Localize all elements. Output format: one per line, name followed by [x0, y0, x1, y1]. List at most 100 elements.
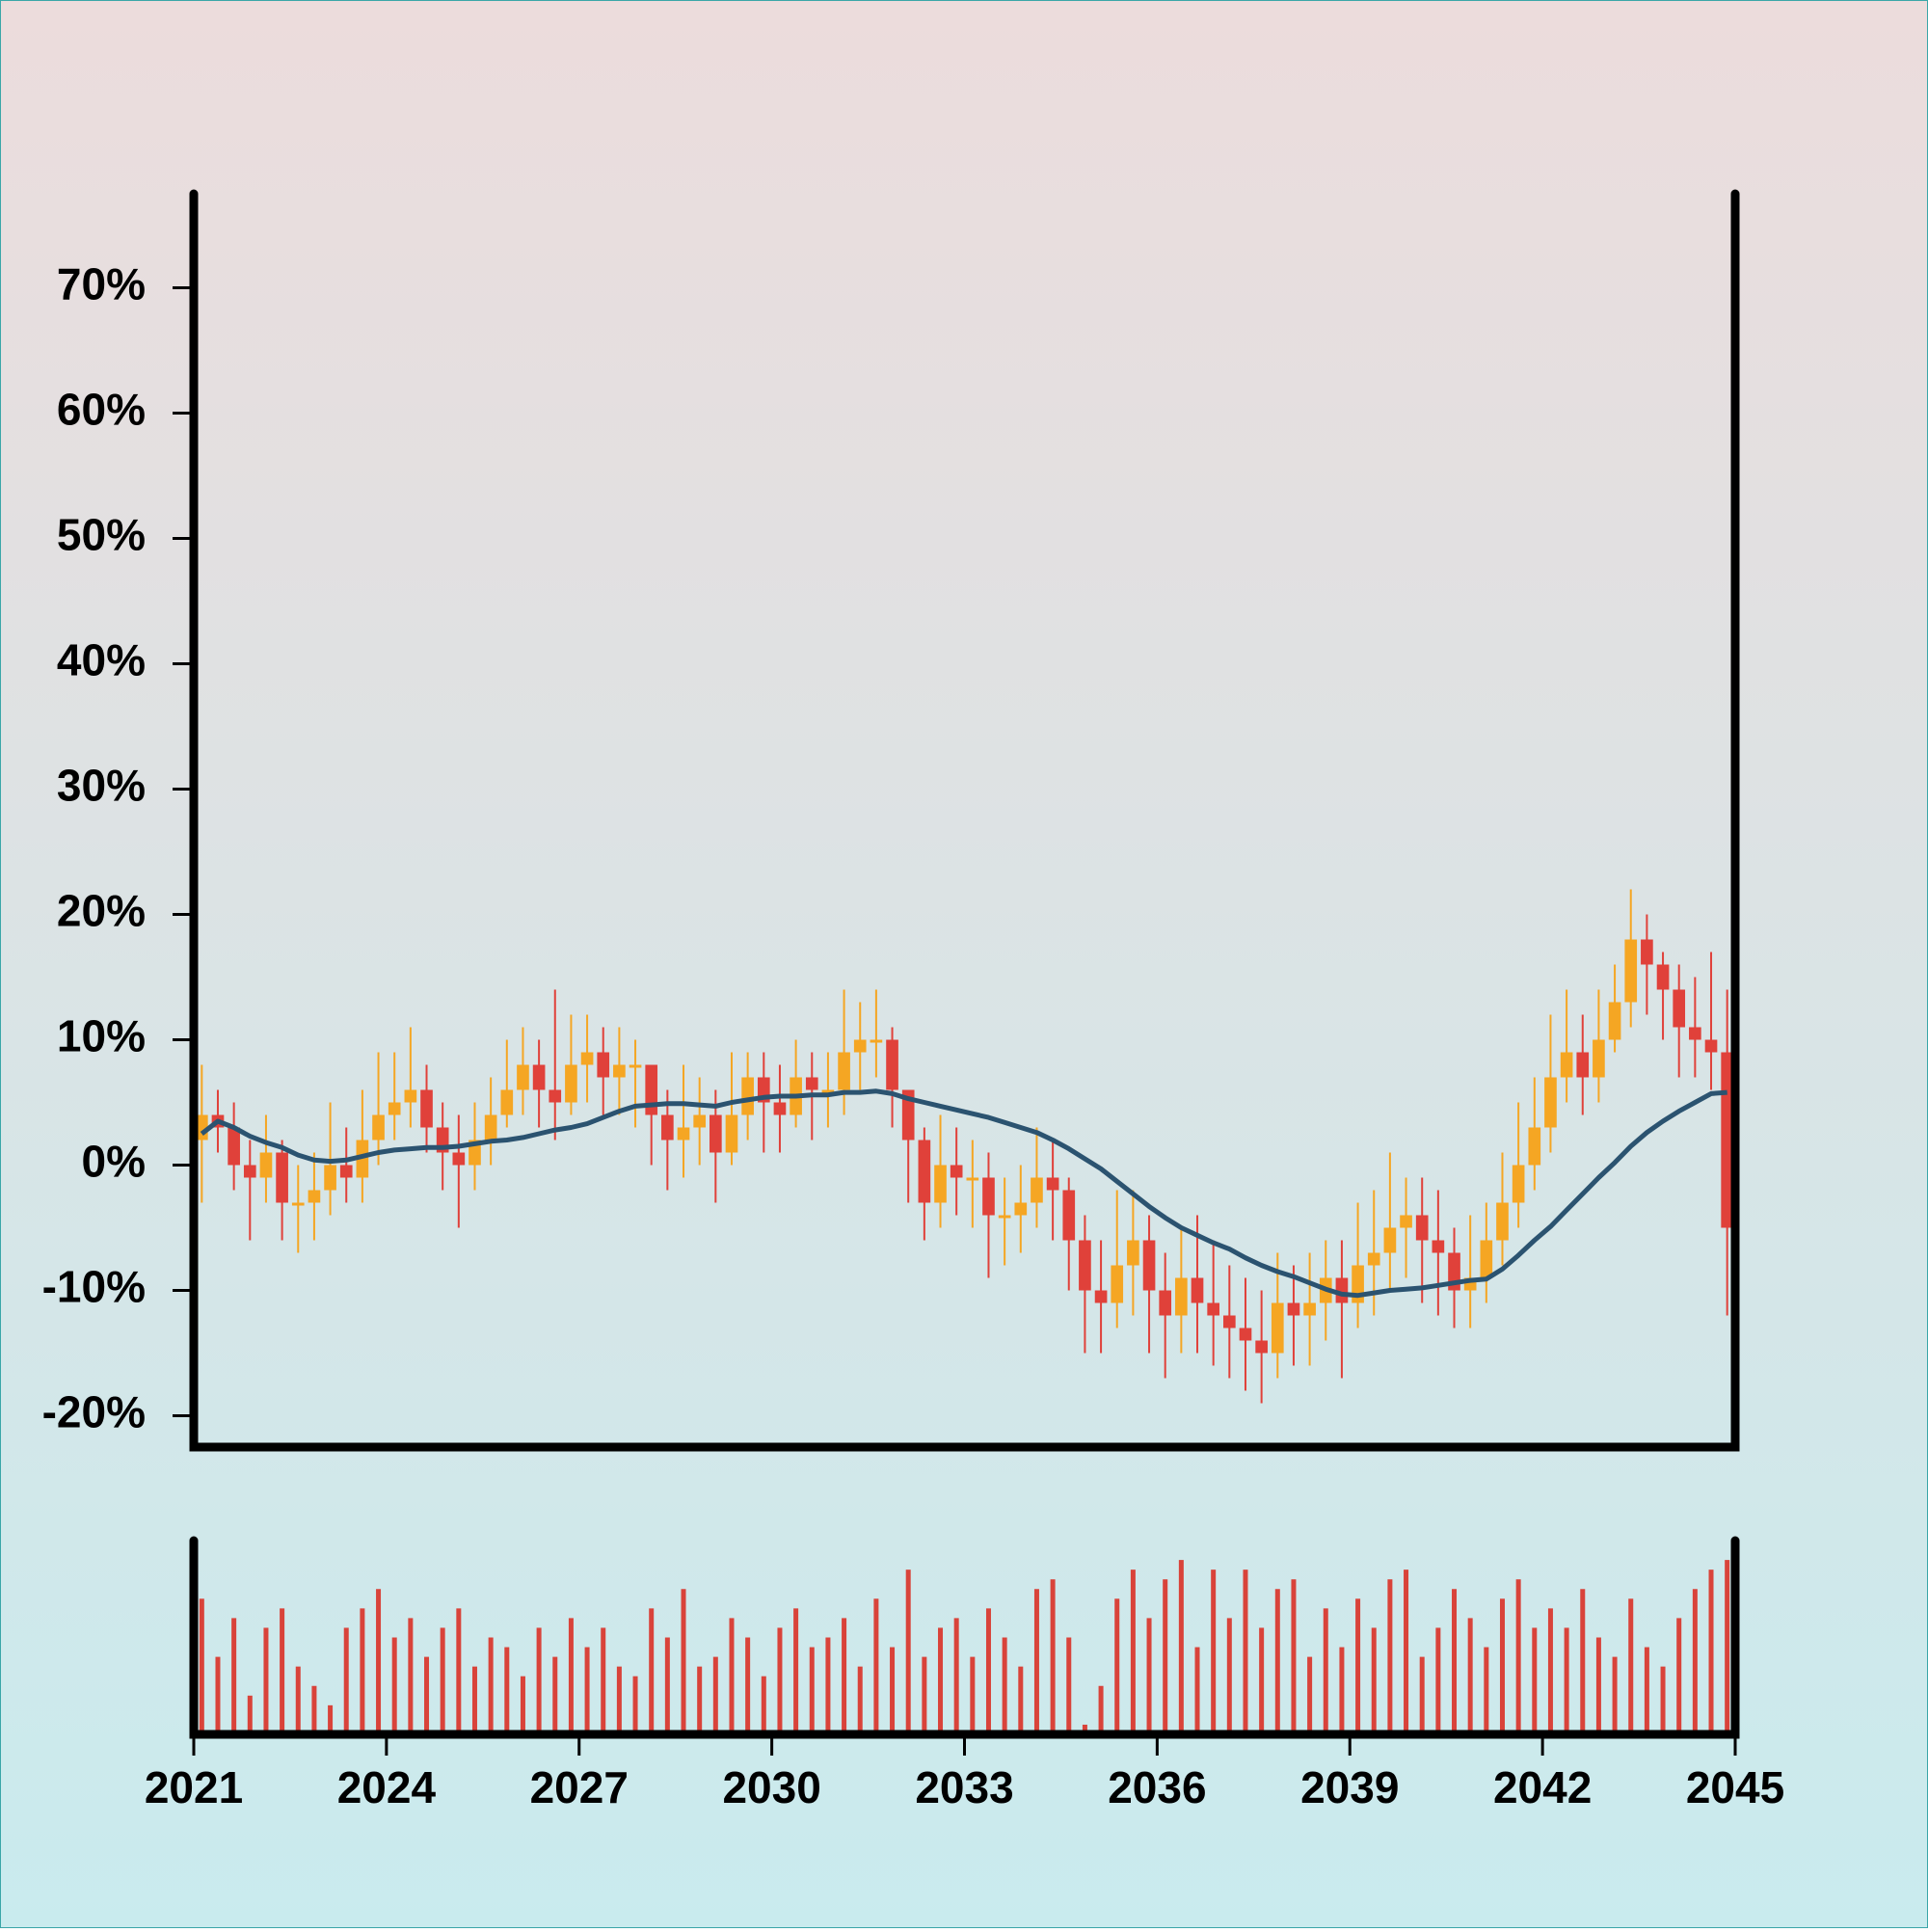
- candle-body: [950, 1165, 963, 1178]
- volume-bar: [424, 1656, 430, 1734]
- volume-bar: [809, 1647, 815, 1734]
- volume-bar: [1692, 1589, 1698, 1734]
- candle-body: [1432, 1240, 1445, 1253]
- volume-bar: [311, 1685, 317, 1734]
- candle-body: [339, 1165, 353, 1178]
- candle-body: [372, 1114, 385, 1140]
- candle-body: [1624, 939, 1638, 1003]
- candle-body: [388, 1102, 401, 1115]
- volume-bar: [1274, 1589, 1280, 1734]
- candle-body: [1415, 1215, 1429, 1241]
- candle-body: [1191, 1277, 1204, 1303]
- volume-bar: [1708, 1570, 1714, 1734]
- x-tick-label: 2036: [1108, 1762, 1206, 1812]
- volume-bar: [1307, 1656, 1313, 1734]
- candle-body: [1576, 1052, 1590, 1078]
- candle-body: [308, 1190, 321, 1203]
- volume-bar: [391, 1637, 397, 1734]
- candle-body: [1271, 1302, 1284, 1354]
- candle-body: [1367, 1252, 1380, 1266]
- volume-bar: [1660, 1666, 1666, 1734]
- volume-bar: [1725, 1560, 1730, 1734]
- volume-bar: [938, 1627, 944, 1734]
- volume-bar: [777, 1627, 783, 1734]
- volume-bar: [1499, 1598, 1505, 1734]
- candle-body: [1560, 1052, 1573, 1078]
- y-tick-label: 30%: [57, 761, 146, 811]
- candle-body: [1046, 1177, 1059, 1191]
- candle-body: [276, 1152, 288, 1203]
- volume-bar: [456, 1608, 462, 1734]
- volume-bar: [1291, 1579, 1297, 1734]
- candle-body: [1255, 1340, 1268, 1354]
- volume-bar: [1211, 1570, 1217, 1734]
- volume-bar: [584, 1647, 590, 1734]
- candle-body: [324, 1165, 336, 1191]
- y-tick-label: 50%: [57, 510, 146, 560]
- volume-bar: [1547, 1608, 1553, 1734]
- volume-bar: [1435, 1627, 1441, 1734]
- volume-bar: [1355, 1598, 1361, 1734]
- candle-body: [259, 1152, 273, 1178]
- volume-bar: [905, 1570, 911, 1734]
- volume-bar: [488, 1637, 494, 1734]
- volume-bar: [1018, 1666, 1024, 1734]
- volume-bar: [471, 1666, 477, 1734]
- volume-bar: [890, 1647, 896, 1734]
- candle-body: [484, 1114, 497, 1140]
- volume-bar: [1146, 1618, 1152, 1734]
- candle-body: [613, 1064, 626, 1078]
- candle-body: [1079, 1240, 1091, 1291]
- volume-bar: [601, 1627, 606, 1734]
- volume-bar: [343, 1627, 349, 1734]
- candle-body: [243, 1165, 256, 1178]
- volume-bar: [793, 1608, 799, 1734]
- volume-bar: [953, 1618, 959, 1734]
- candle-body: [517, 1064, 529, 1090]
- candle-body: [532, 1064, 546, 1090]
- x-tick-label: 2039: [1300, 1762, 1399, 1812]
- volume-bar: [729, 1618, 735, 1734]
- candle-body: [356, 1140, 369, 1178]
- x-tick-label: 2027: [530, 1762, 629, 1812]
- volume-bar: [1114, 1598, 1120, 1734]
- x-tick-label: 2021: [145, 1762, 243, 1812]
- candle-body: [500, 1089, 514, 1115]
- candle-body: [998, 1215, 1011, 1219]
- candle-body: [1528, 1127, 1541, 1166]
- volume-bar: [697, 1666, 703, 1734]
- volume-bar: [632, 1676, 638, 1734]
- volume-bar: [1676, 1618, 1682, 1734]
- volume-bar: [231, 1618, 237, 1734]
- volume-bar: [552, 1656, 558, 1734]
- volume-bar: [857, 1666, 863, 1734]
- volume-bar: [536, 1627, 542, 1734]
- volume-bar: [1243, 1570, 1248, 1734]
- candle-body: [1704, 1039, 1718, 1053]
- candle-body: [1656, 964, 1670, 990]
- volume-bar: [199, 1598, 204, 1734]
- volume-bar: [922, 1656, 927, 1734]
- volume-bar: [681, 1589, 686, 1734]
- candle-body: [1593, 1039, 1605, 1078]
- candle-body: [1031, 1177, 1043, 1203]
- candle-body: [1400, 1215, 1412, 1228]
- volume-bar: [568, 1618, 574, 1734]
- volume-bar: [440, 1627, 445, 1734]
- volume-bar: [376, 1589, 382, 1734]
- candle-body: [1127, 1240, 1139, 1266]
- volume-bar: [247, 1695, 253, 1734]
- volume-bar: [1066, 1637, 1072, 1734]
- volume-bar: [1339, 1647, 1345, 1734]
- volume-bar: [520, 1676, 525, 1734]
- volume-bar: [1595, 1637, 1601, 1734]
- volume-bar: [1194, 1647, 1200, 1734]
- candle-body: [693, 1114, 707, 1128]
- candle-body: [1689, 1027, 1701, 1040]
- candle-body: [838, 1052, 850, 1090]
- candle-body: [677, 1127, 690, 1140]
- candle-body: [709, 1114, 722, 1153]
- candle-body: [228, 1127, 240, 1166]
- volume-bar: [1467, 1618, 1473, 1734]
